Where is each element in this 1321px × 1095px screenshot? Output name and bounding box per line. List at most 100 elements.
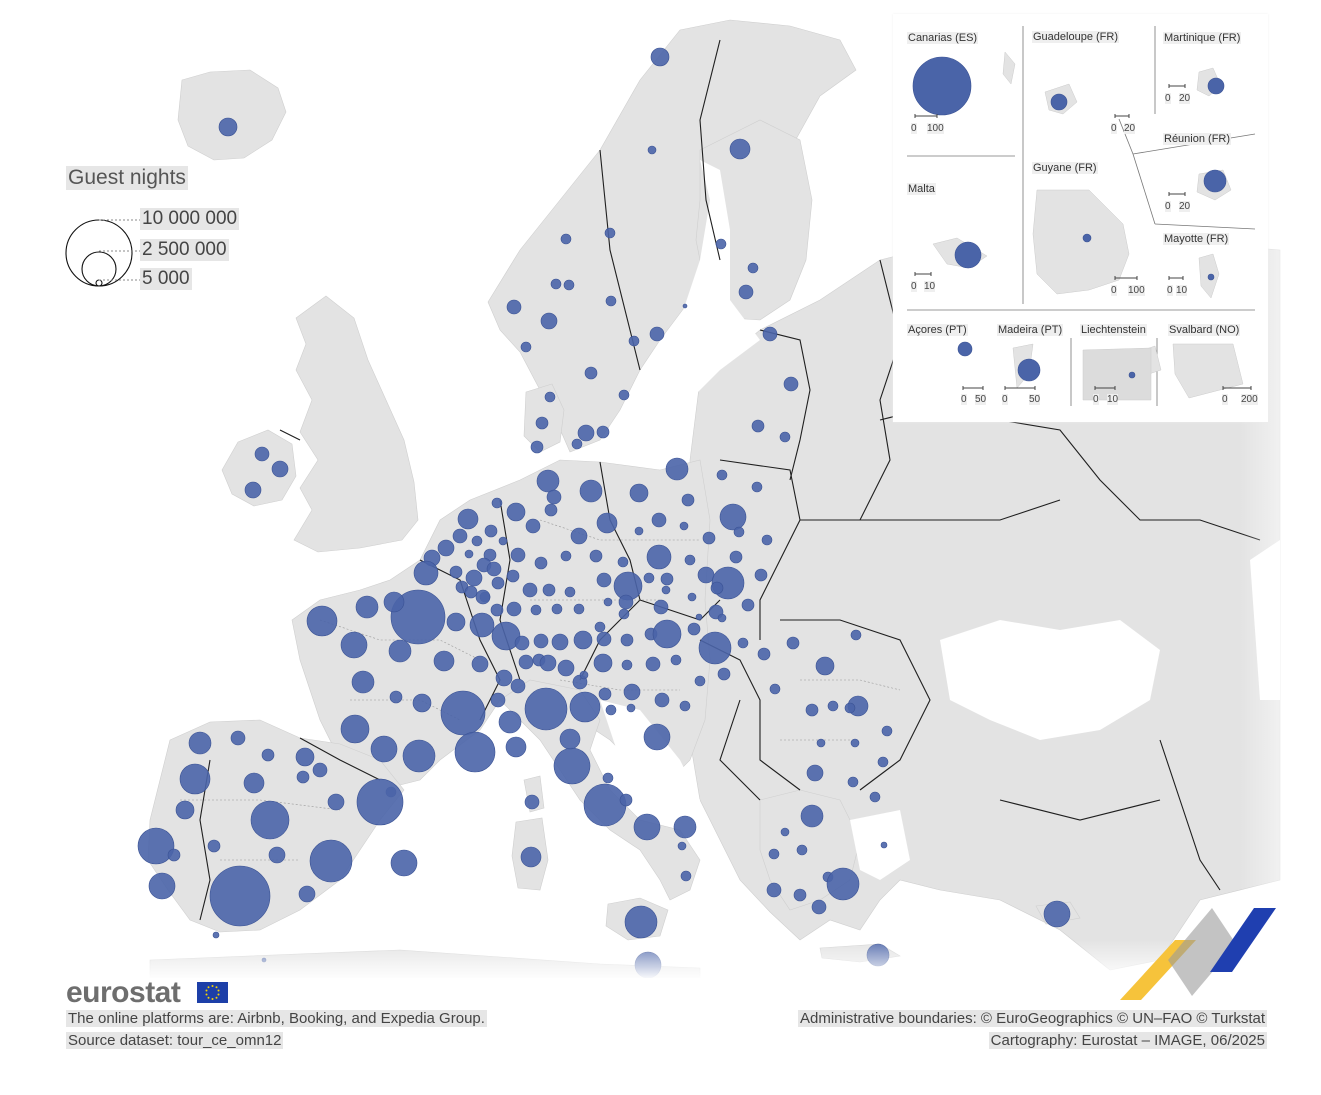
region-bubble <box>826 867 860 901</box>
region-bubble <box>679 521 689 531</box>
footer-boundaries: Administrative boundaries: © EuroGeograp… <box>797 1010 1267 1028</box>
region-bubble <box>464 585 478 599</box>
region-bubble <box>564 586 576 598</box>
region-bubble <box>484 524 498 538</box>
footer-cartography: Cartography: Eurostat – IMAGE, 06/2025 <box>988 1032 1267 1050</box>
sea-aegean <box>850 810 910 880</box>
region-bubble <box>634 526 644 536</box>
region-bubble <box>710 581 724 595</box>
region-bubble <box>370 735 398 763</box>
region-bubble <box>650 47 670 67</box>
eurostat-logo: eurostat <box>66 976 181 1009</box>
region-bubble <box>449 565 463 579</box>
region-bubble <box>188 731 212 755</box>
region-bubble <box>551 603 563 615</box>
region-bubble <box>605 295 617 307</box>
region-bubble <box>647 145 657 155</box>
scale-guyane-end: 100 <box>1128 285 1145 296</box>
region-bubble <box>654 692 670 708</box>
scale-madeira-start: 0 <box>1002 394 1008 405</box>
footer-source: Source dataset: tour_ce_omn12 <box>66 1032 284 1050</box>
region-bubble <box>520 341 532 353</box>
region-bubble <box>628 335 640 347</box>
scale-guadeloupe-end: 20 <box>1124 123 1136 134</box>
region-bubble <box>570 527 588 545</box>
inset-malta-title: Malta <box>907 183 936 195</box>
region-bubble <box>694 675 706 687</box>
region-bubble <box>454 731 496 773</box>
region-bubble <box>506 299 522 315</box>
region-bubble <box>544 503 558 517</box>
inset-madeira-title: Madeira (PT) <box>997 324 1064 336</box>
region-bubble <box>388 639 412 663</box>
region-bubble <box>486 561 502 577</box>
region-bubble <box>618 594 634 610</box>
legend-size-small: 5 000 <box>140 268 192 290</box>
legend-size-large: 10 000 000 <box>140 208 240 230</box>
region-bubble <box>542 583 556 597</box>
scale-svalbard-start: 0 <box>1222 394 1228 405</box>
region-bubble <box>747 262 759 274</box>
region-bubble <box>786 636 800 650</box>
region-bubble <box>298 885 316 903</box>
region-bubble <box>717 613 727 623</box>
region-bubble <box>525 518 541 534</box>
region-bubble <box>573 603 585 615</box>
region-bubble <box>491 576 505 590</box>
region-bubble <box>869 791 881 803</box>
region-bubble <box>719 503 747 531</box>
region-bubble <box>850 629 862 641</box>
region-bubble <box>268 846 286 864</box>
scale-reunion-end: 20 <box>1179 201 1191 212</box>
inset-azores-title: Açores (PT) <box>907 324 968 336</box>
region-bubble <box>471 655 489 673</box>
region-bubble <box>796 844 808 856</box>
region-bubble <box>490 603 504 617</box>
region-bubble <box>218 117 238 137</box>
region-bubble <box>827 700 839 712</box>
region-bubble <box>490 692 506 708</box>
region-bubble <box>653 599 669 615</box>
region-bubble <box>471 535 483 547</box>
inset-graphics <box>907 26 1256 406</box>
sea-north <box>420 320 520 450</box>
region-bubble <box>446 612 466 632</box>
region-bubble <box>356 778 404 826</box>
scale-canarias-end: 100 <box>927 123 944 134</box>
region-bubble <box>390 849 418 877</box>
region-bubble <box>624 905 658 939</box>
inset-martinique-title: Martinique (FR) <box>1163 32 1242 44</box>
scale-liechtenstein-start: 0 <box>1093 394 1099 405</box>
region-bubble <box>602 772 614 784</box>
brand-stripes <box>1120 908 1276 1000</box>
inset-canarias-title: Canarias (ES) <box>907 32 979 44</box>
inset-mayotte-title: Mayotte (FR) <box>1163 233 1230 245</box>
scale-madeira-end: 50 <box>1029 394 1041 405</box>
region-bubble <box>643 723 671 751</box>
region-bubble <box>550 278 562 290</box>
region-bubble <box>557 659 575 677</box>
region-bubble <box>695 613 703 621</box>
region-bubble <box>309 839 353 883</box>
region-bubble <box>880 841 888 849</box>
region-bubble <box>681 493 695 507</box>
region-bubble <box>306 605 338 637</box>
region-bubble <box>212 931 220 939</box>
region-bubble <box>633 813 661 841</box>
region-bubble <box>207 839 221 853</box>
region-bubble <box>524 687 568 731</box>
region-bubble <box>261 748 275 762</box>
inset-reunion-title: Réunion (FR) <box>1163 133 1232 145</box>
region-bubble <box>816 738 826 748</box>
region-bubble <box>465 569 483 587</box>
sea-black <box>940 620 1160 740</box>
region-bubble <box>573 630 593 650</box>
region-bubble <box>738 284 754 300</box>
region-bubble <box>553 747 591 785</box>
region-bubble <box>440 690 486 736</box>
scale-mayotte-end: 10 <box>1176 285 1188 296</box>
region-bubble <box>806 764 824 782</box>
region-bubble <box>536 469 560 493</box>
region-bubble <box>452 528 468 544</box>
region-bubble <box>680 870 692 882</box>
